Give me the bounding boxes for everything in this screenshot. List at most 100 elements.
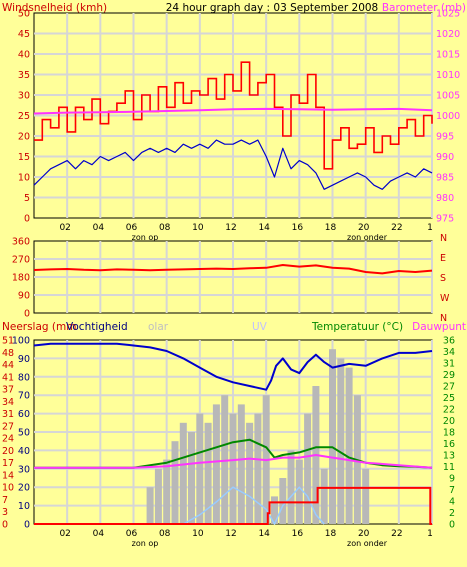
axis-label-layer: 0202040406060808101012121414161618182020… [2, 9, 460, 540]
rain-tick-label: 14 [2, 470, 14, 481]
compass-label: N [440, 233, 447, 244]
x-tick-label-top: 16 [292, 223, 304, 233]
solar-bar [188, 432, 195, 524]
solar-bar [229, 413, 237, 524]
series-layer [33, 61, 433, 525]
rain-tick-label: 0 [2, 520, 8, 531]
dewpoint-line [34, 454, 433, 469]
solar-bar [146, 487, 154, 524]
x-tick-label-bottom: 1 [427, 529, 433, 539]
solar-bar [204, 422, 212, 524]
solar-bar [329, 349, 336, 524]
solar-bar [237, 404, 245, 524]
solar-bar [362, 468, 370, 524]
rain-axis-title: Neerslag (mm [2, 321, 76, 333]
temperature-tick-label: 20 [443, 416, 455, 427]
wind-speed-tick-label: 25 [18, 111, 30, 122]
barometer-line [33, 107, 433, 115]
temperature-tick-label: 13 [443, 451, 455, 462]
temperature-tick-label: 31 [443, 359, 455, 370]
wind-speed-tick-label: 35 [18, 70, 30, 81]
x-tick-label-bottom: 12 [225, 529, 236, 539]
solar-bar [154, 468, 162, 524]
humidity-tick-label: 90 [18, 354, 30, 365]
humidity-line [33, 342, 433, 391]
humidity-axis-title: Vochtigheid [66, 321, 128, 333]
wind-speed-tick-label: 0 [24, 214, 30, 225]
uv-line [182, 486, 325, 525]
rain-tick-label: 51 [2, 336, 14, 347]
sunrise-label: zon op [132, 233, 159, 242]
humidity-tick-label: 10 [18, 501, 30, 512]
wind-speed-tick-label: 5 [24, 193, 30, 204]
temperature-tick-label: 36 [443, 336, 455, 347]
x-tick-label-top: 02 [59, 223, 70, 233]
compass-label: S [440, 273, 446, 284]
barometer-tick-label: 990 [436, 152, 454, 163]
solar-bar [295, 459, 303, 524]
rain-tick-label: 20 [2, 446, 14, 457]
x-tick-label-bottom: 22 [391, 529, 402, 539]
humidity-tick-label: 80 [18, 372, 30, 383]
solar-bar [221, 395, 229, 524]
graph-title: 24 hour graph day : 03 September 2008 [166, 2, 378, 14]
barometer-tick-label: 1015 [436, 50, 460, 61]
x-tick-label-top: 10 [192, 223, 204, 233]
barometer-tick-label: 1005 [436, 91, 460, 102]
solar-bar [212, 404, 220, 524]
rain-tick-label: 37 [2, 385, 14, 396]
solar-bar [171, 441, 179, 524]
barometer-tick-label: 975 [436, 214, 454, 225]
humidity-tick-label: 70 [18, 391, 30, 402]
rain-tick-label: 24 [2, 434, 14, 445]
direction-tick-label: 0 [24, 309, 30, 320]
direction-tick-label: 360 [12, 237, 30, 248]
wind-speed-tick-label: 50 [18, 9, 30, 20]
humidity-tick-label: 100 [12, 336, 30, 347]
rain-tick-label: 3 [2, 507, 8, 518]
x-tick-label-top: 14 [258, 223, 270, 233]
humidity-tick-label: 60 [18, 409, 30, 420]
direction-tick-label: 180 [12, 273, 30, 284]
x-tick-label-top: 22 [391, 223, 402, 233]
x-tick-label-bottom: 18 [325, 529, 337, 539]
temperature-tick-label: 25 [443, 393, 455, 404]
temperature-tick-label: 4 [449, 497, 455, 508]
temperature-tick-label: 2 [449, 508, 455, 519]
x-tick-label-bottom: 14 [258, 529, 270, 539]
x-tick-label-bottom: 02 [59, 529, 70, 539]
barometer-tick-label: 1010 [436, 70, 460, 81]
x-tick-label-bottom: 16 [292, 529, 304, 539]
solar-radiation-layer [146, 349, 370, 524]
rain-line [34, 486, 432, 525]
solar-bar [271, 496, 278, 524]
rain-tick-label: 10 [2, 483, 14, 494]
humidity-tick-label: 0 [24, 520, 30, 531]
x-tick-label-bottom: 20 [358, 529, 370, 539]
humidity-tick-label: 30 [18, 464, 30, 475]
x-tick-label-top: 08 [159, 223, 171, 233]
uv-axis-title: UV [252, 321, 268, 333]
x-tick-label-top: 12 [225, 223, 236, 233]
x-tick-label-bottom: 10 [192, 529, 204, 539]
temperature-tick-label: 11 [443, 462, 455, 473]
temperature-tick-label: 9 [449, 474, 455, 485]
sunset-label-bottom: zon onder [347, 539, 388, 548]
solar-bar [246, 422, 254, 524]
rain-tick-label: 17 [2, 458, 14, 469]
solar-bar [254, 413, 262, 524]
temperature-tick-label: 29 [443, 370, 455, 381]
compass-label: E [440, 253, 446, 264]
wind-speed-tick-label: 45 [18, 29, 30, 40]
temperature-tick-label: 7 [449, 485, 455, 496]
compass-label: W [440, 293, 450, 304]
x-tick-label-top: 04 [93, 223, 105, 233]
barometer-tick-label: 985 [436, 173, 454, 184]
wind-speed-axis-title: Windsnelheid (kmh) [2, 2, 107, 14]
dewpoint-axis-title: Dauwpunt [412, 321, 466, 333]
humidity-tick-label: 50 [18, 428, 30, 439]
average-wind-line [33, 139, 433, 190]
solar-bar [345, 367, 353, 524]
solar-bar [287, 450, 295, 524]
